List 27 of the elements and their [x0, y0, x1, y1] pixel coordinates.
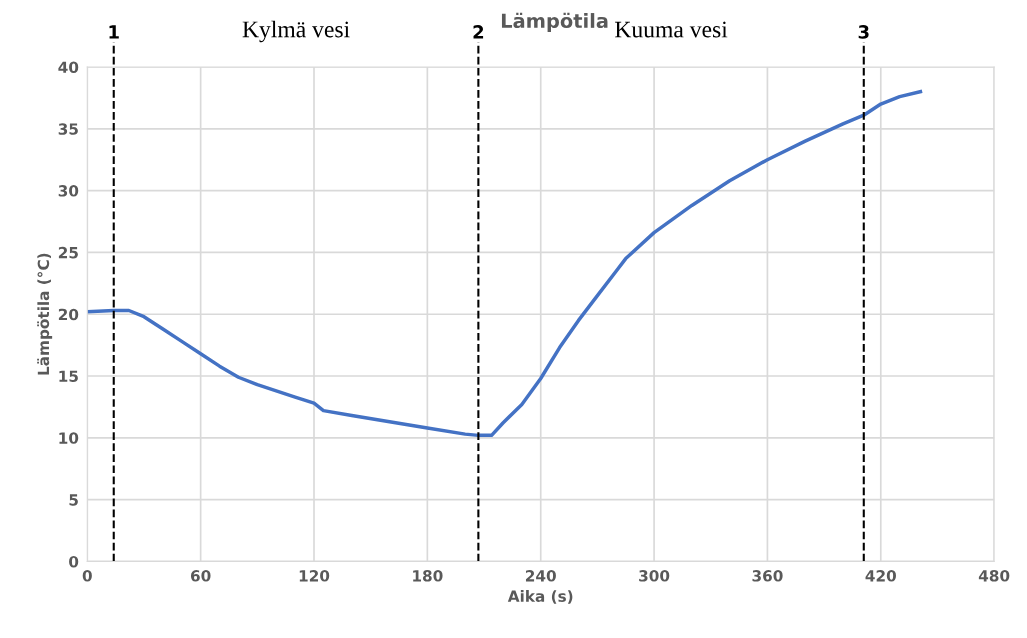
x-tick-label: 240 [525, 570, 556, 582]
x-tick-label: 360 [752, 570, 783, 582]
text: 3 [858, 25, 869, 39]
text: 1 [109, 25, 119, 39]
y-tick-label: 30 [58, 185, 79, 197]
y-tick-label: 20 [58, 308, 79, 321]
y-tick-label: 25 [58, 246, 78, 259]
x-tick-label: 300 [639, 570, 670, 582]
x-axis-title: Aika (s) [507, 590, 573, 604]
text: Kylmä vesi [242, 20, 350, 43]
x-tick-label: 0 [82, 570, 92, 582]
y-tick-label: 40 [58, 61, 79, 74]
y-tick-label: 5 [69, 494, 78, 506]
x-tick-label: 480 [978, 570, 1010, 582]
x-tick-label: 120 [299, 570, 330, 582]
line-series [87, 89, 923, 438]
x-tick-label: 420 [865, 570, 896, 582]
text: Kuuma vesi [615, 21, 728, 38]
text: 2 [473, 25, 484, 39]
y-tick-label: 0 [69, 555, 79, 568]
chart-title: Lämpötila [501, 12, 608, 32]
x-tick-label: 180 [413, 570, 443, 582]
y-tick-label: 15 [59, 370, 78, 383]
x-tick-label: 60 [190, 570, 211, 582]
y-tick-label: 35 [58, 123, 78, 135]
y-axis-title: Lämpötila (°C) [37, 253, 53, 375]
y-tick-label: 10 [59, 432, 79, 444]
